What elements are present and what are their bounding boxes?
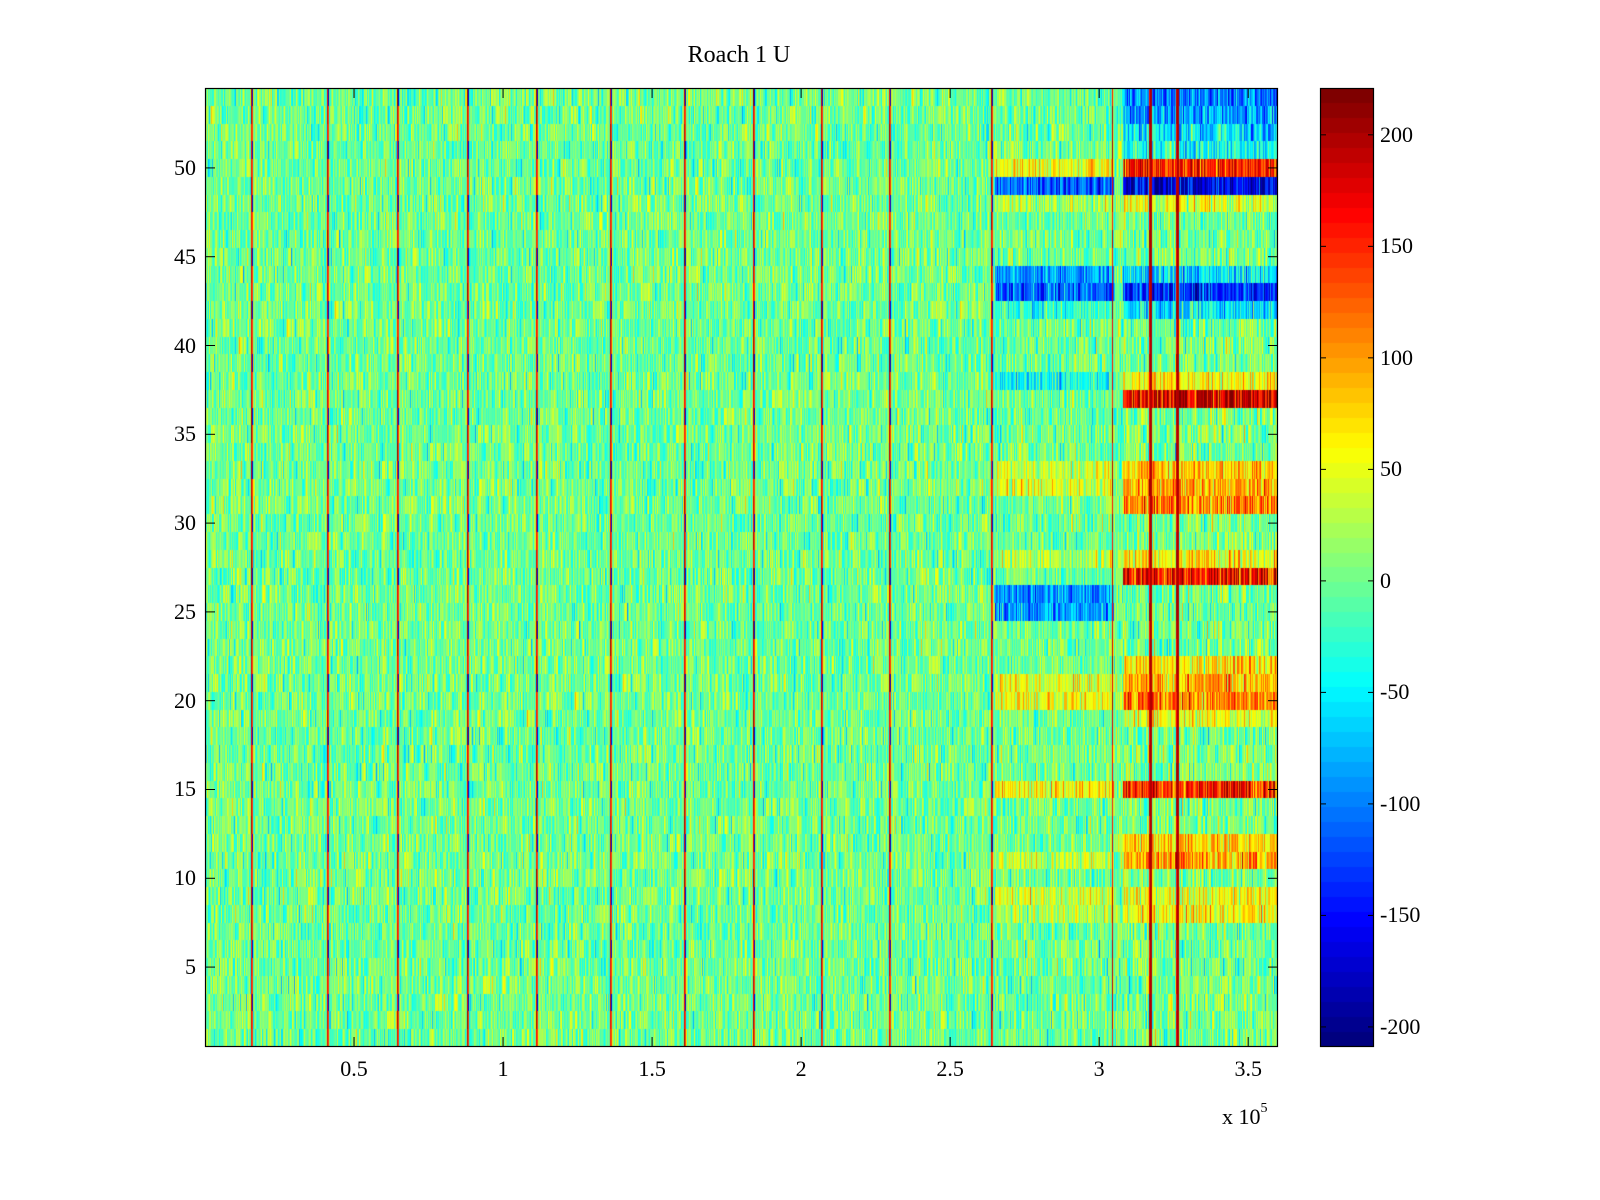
colorbar <box>1319 87 1375 1048</box>
y-tick-label: 10 <box>174 865 196 891</box>
x-multiplier-label: x 10 <box>1222 1104 1261 1129</box>
y-tick-label: 15 <box>174 776 196 802</box>
y-tick-label: 35 <box>174 421 196 447</box>
y-tick-label: 45 <box>174 243 196 269</box>
x-tick-label: 3.5 <box>1234 1056 1262 1081</box>
y-tick-label: 25 <box>174 598 196 624</box>
plot-box <box>204 87 1279 1048</box>
colorbar-tick-label: 100 <box>1380 344 1413 370</box>
colorbar-tick-label: -50 <box>1380 679 1410 705</box>
x-tick-label: 0.5 <box>340 1056 368 1081</box>
y-tick-label: 30 <box>174 510 196 536</box>
colorbar-tick-label: 200 <box>1380 121 1413 147</box>
x-tick-label: 1.5 <box>638 1056 666 1081</box>
y-tick-label: 20 <box>174 687 196 713</box>
colorbar-tick-label: -150 <box>1380 902 1421 928</box>
x-multiplier: x 105 <box>1222 1100 1268 1130</box>
colorbar-tick-label: 150 <box>1380 233 1413 259</box>
x-tick-label: 2 <box>795 1056 807 1081</box>
y-tick-label: 40 <box>174 332 196 358</box>
heatmap-plot-area <box>204 87 1279 1048</box>
y-tick-label: 50 <box>174 154 196 180</box>
heatmap-cells <box>205 88 1278 1047</box>
colorbar-tick-label: -100 <box>1380 790 1421 816</box>
colorbar-tick-label: 0 <box>1380 567 1391 593</box>
colorbar-tick-label: -200 <box>1380 1013 1421 1039</box>
x-tick-label: 2.5 <box>936 1056 964 1081</box>
colorbar-gradient <box>1320 88 1374 1047</box>
chart-title: Roach 1 U <box>687 42 791 68</box>
y-tick-label: 5 <box>185 954 196 980</box>
colorbar-tick-label: 50 <box>1380 456 1402 482</box>
colorbar-axes <box>1319 87 1375 1048</box>
heatmap-axes <box>204 87 1279 1048</box>
x-tick-label: 3 <box>1093 1056 1105 1081</box>
colorbar-box <box>1319 87 1375 1048</box>
x-tick-label: 1 <box>497 1056 509 1081</box>
x-multiplier-exponent: 5 <box>1260 1100 1268 1116</box>
